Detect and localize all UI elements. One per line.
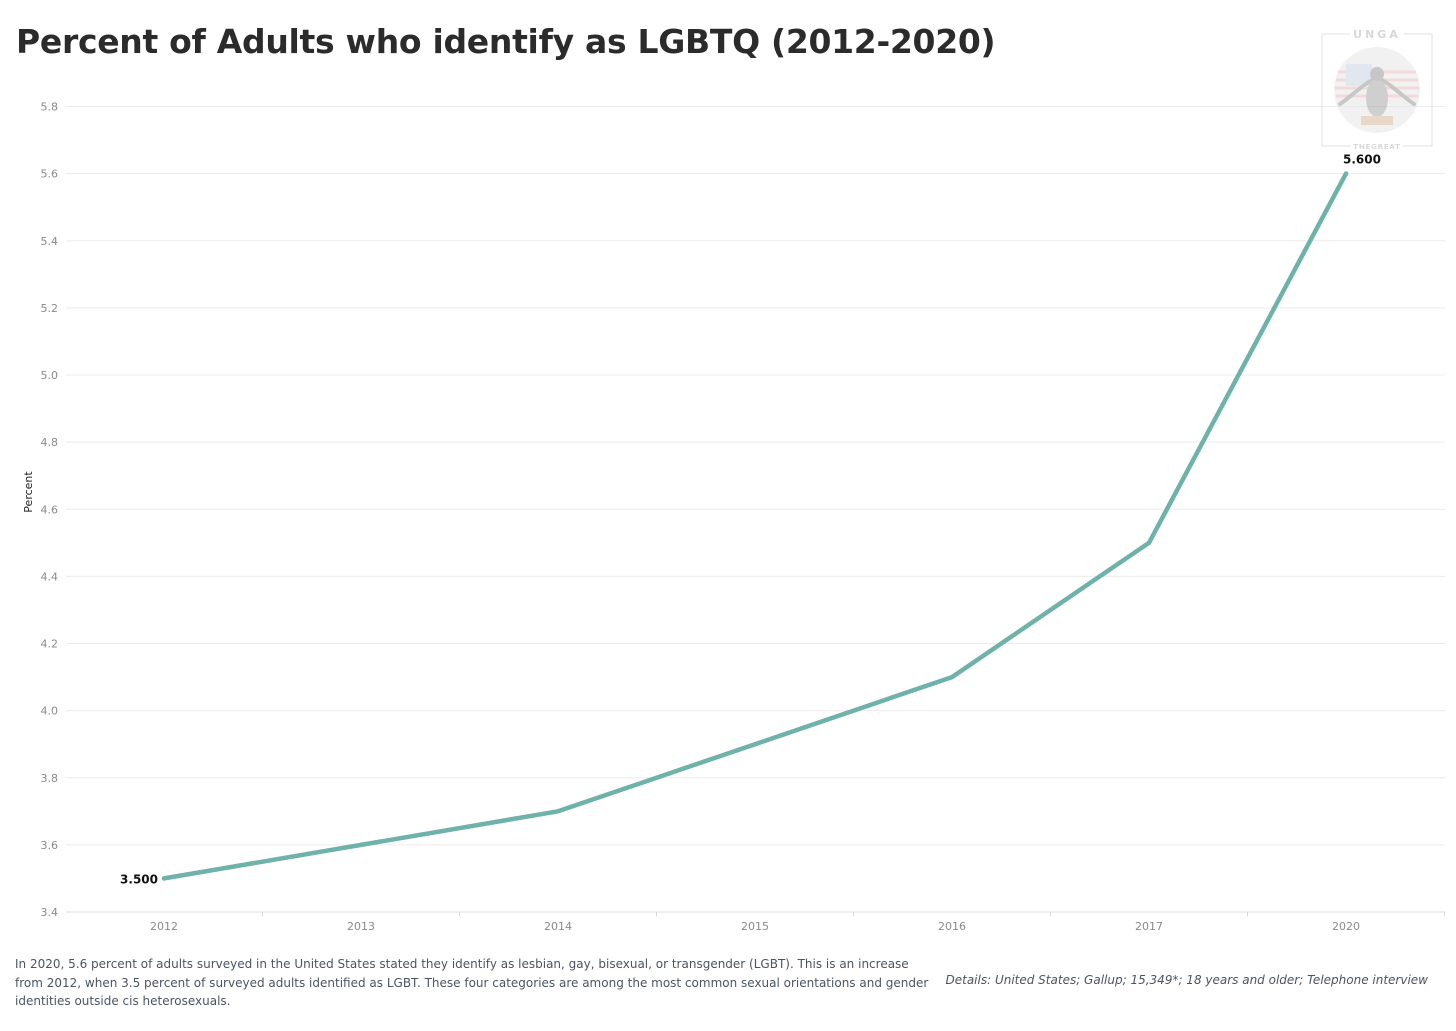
y-tick-label: 3.4	[41, 906, 59, 919]
y-tick-label: 3.6	[41, 839, 59, 852]
data-label: 5.600	[1343, 153, 1381, 167]
data-point	[555, 809, 561, 814]
chart-title: Percent of Adults who identify as LGBTQ …	[16, 22, 996, 61]
y-tick-label: 5.0	[41, 369, 59, 382]
x-tick-label: 2014	[544, 920, 572, 933]
logo-bottom-text: THEGREAT	[1353, 143, 1400, 151]
y-tick-label: 5.2	[41, 302, 59, 315]
y-tick-label: 4.8	[41, 436, 59, 449]
y-tick-label: 5.8	[41, 101, 59, 114]
x-tick-label: 2015	[741, 920, 769, 933]
y-tick-label: 3.8	[41, 772, 59, 785]
y-axis-ticks: 3.4 3.6 3.8 4.0 4.2 4.4 4.6 4.8 5.0 5.2 5.4 5.6 5.8	[41, 101, 59, 920]
data-point	[1146, 540, 1152, 546]
x-tick-label: 2020	[1332, 920, 1360, 933]
series	[161, 171, 1349, 881]
y-tick-label: 4.6	[41, 503, 59, 516]
data-point	[949, 674, 955, 680]
data-labels: 3.500 5.600	[120, 153, 1381, 887]
y-tick-label: 4.0	[41, 705, 59, 718]
y-axis-title: Percent	[22, 471, 35, 513]
y-tick-label: 5.6	[41, 168, 59, 181]
x-axis: 2012 2013 2014 2015 2016 2017 2020	[66, 911, 1445, 933]
watermark-logo: UNGA THEGREAT	[1321, 27, 1433, 151]
x-tick-label: 2013	[347, 920, 375, 933]
y-tick-label: 4.4	[41, 570, 59, 583]
chart-details: Details: United States; Gallup; 15,349*;…	[945, 973, 1428, 987]
series-line	[161, 171, 1349, 881]
y-tick-label: 4.2	[41, 638, 59, 651]
y-tick-label: 5.4	[41, 235, 59, 248]
x-tick-label: 2017	[1135, 920, 1163, 933]
data-label: 3.500	[120, 872, 158, 886]
x-tick-label: 2016	[938, 920, 966, 933]
data-point	[161, 876, 167, 881]
chart-description: In 2020, 5.6 percent of adults surveyed …	[15, 957, 929, 1008]
x-tick-label: 2012	[150, 920, 178, 933]
data-point	[358, 842, 364, 848]
data-point	[1343, 171, 1349, 176]
gridlines	[66, 106, 1445, 846]
data-point	[752, 741, 758, 747]
logo-top-text: UNGA	[1353, 28, 1401, 41]
